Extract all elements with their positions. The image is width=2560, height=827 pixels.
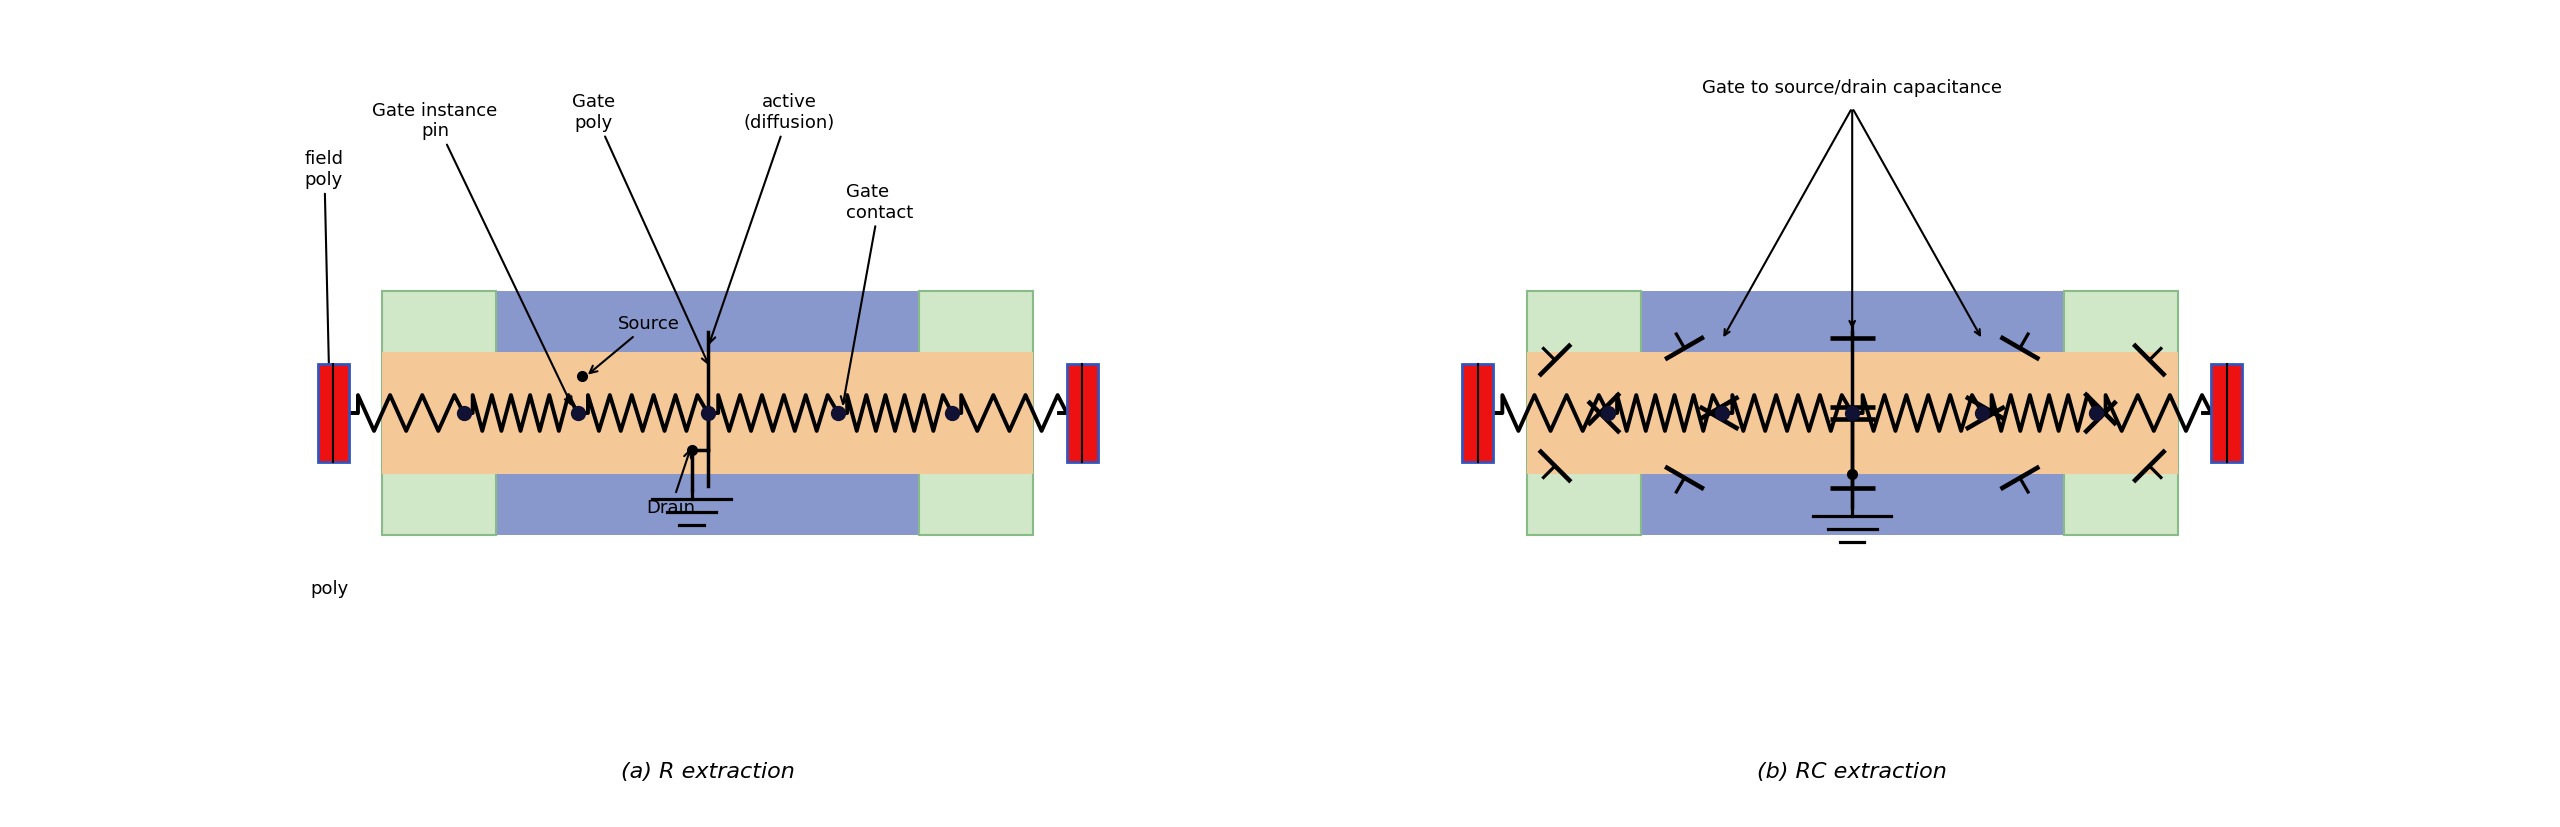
Text: Gate to source/drain capacitance: Gate to source/drain capacitance xyxy=(1702,79,2002,98)
Bar xyxy=(1526,352,2179,475)
Text: Drain: Drain xyxy=(648,451,696,516)
Text: Gate instance
pin: Gate instance pin xyxy=(371,102,571,405)
Text: field
poly: field poly xyxy=(305,151,343,376)
Bar xyxy=(1462,365,1492,462)
Bar xyxy=(381,352,1034,475)
Bar xyxy=(381,292,497,535)
Text: (a) R extraction: (a) R extraction xyxy=(622,762,794,782)
Text: Gate
contact: Gate contact xyxy=(840,183,914,404)
Text: (b) RC extraction: (b) RC extraction xyxy=(1756,762,1948,782)
Text: Gate
poly: Gate poly xyxy=(573,93,709,364)
Bar xyxy=(1526,292,2179,535)
Bar xyxy=(919,292,1034,535)
Text: active
(diffusion): active (diffusion) xyxy=(709,93,835,344)
Bar xyxy=(1526,292,1641,535)
Text: Source: Source xyxy=(589,315,681,374)
Bar xyxy=(1068,365,1098,462)
Bar xyxy=(2063,292,2179,535)
Bar xyxy=(2212,365,2243,462)
Bar xyxy=(381,292,1034,535)
Text: poly: poly xyxy=(310,580,348,597)
Bar xyxy=(317,365,348,462)
